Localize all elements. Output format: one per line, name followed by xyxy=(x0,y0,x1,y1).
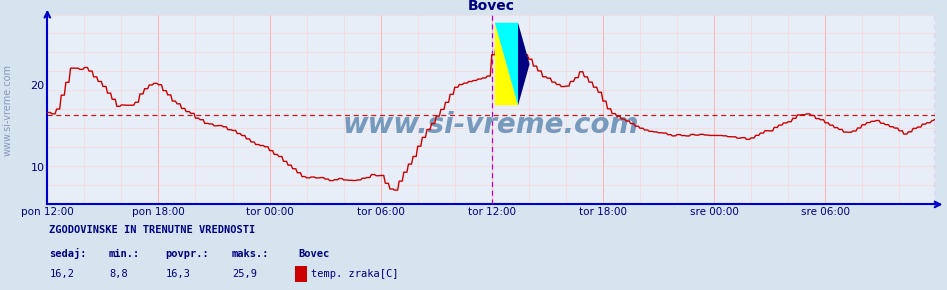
Polygon shape xyxy=(518,23,529,105)
Text: www.si-vreme.com: www.si-vreme.com xyxy=(343,111,639,139)
Text: temp. zraka[C]: temp. zraka[C] xyxy=(311,269,398,279)
Polygon shape xyxy=(495,23,518,105)
Text: povpr.:: povpr.: xyxy=(166,249,209,259)
Text: Bovec: Bovec xyxy=(298,249,330,259)
Title: Bovec: Bovec xyxy=(468,0,514,13)
Text: 25,9: 25,9 xyxy=(232,269,257,279)
Polygon shape xyxy=(495,23,518,105)
Text: ZGODOVINSKE IN TRENUTNE VREDNOSTI: ZGODOVINSKE IN TRENUTNE VREDNOSTI xyxy=(49,225,256,235)
Text: sedaj:: sedaj: xyxy=(49,248,87,259)
Text: 16,3: 16,3 xyxy=(166,269,190,279)
Text: 16,2: 16,2 xyxy=(49,269,74,279)
Text: www.si-vreme.com: www.si-vreme.com xyxy=(3,64,12,156)
Text: 8,8: 8,8 xyxy=(109,269,128,279)
Text: maks.:: maks.: xyxy=(232,249,270,259)
Text: min.:: min.: xyxy=(109,249,140,259)
